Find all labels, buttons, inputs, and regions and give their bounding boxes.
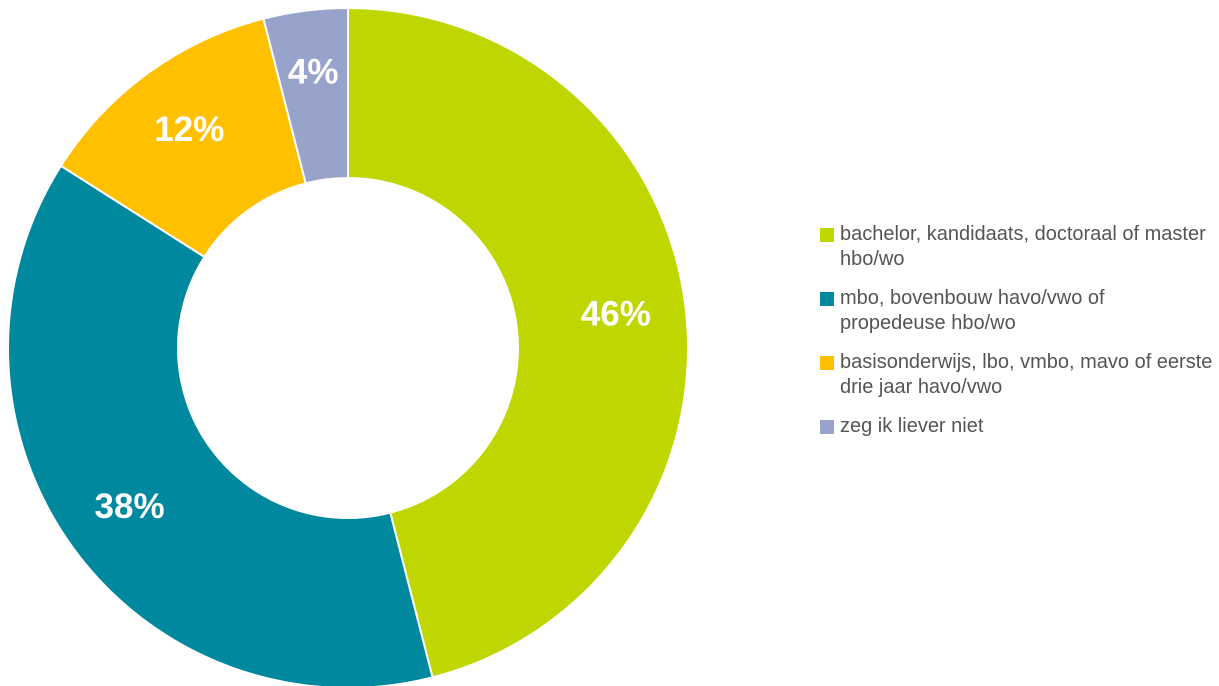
legend-swatch-no-answer bbox=[820, 420, 834, 434]
legend-swatch-bachelor bbox=[820, 228, 834, 242]
legend-item-no-answer: zeg ik liever niet bbox=[820, 414, 1215, 439]
legend-item-basisonderwijs: basisonderwijs, lbo, vmbo, mavo of eerst… bbox=[820, 350, 1215, 400]
legend-item-bachelor: bachelor, kandidaats, doctoraal of maste… bbox=[820, 222, 1215, 272]
donut-slices bbox=[7, 6, 689, 686]
legend-label-bachelor: bachelor, kandidaats, doctoraal of maste… bbox=[840, 223, 1206, 270]
legend-label-no-answer: zeg ik liever niet bbox=[840, 415, 984, 437]
slice-no-answer bbox=[262, 6, 349, 185]
legend-swatch-mbo bbox=[820, 292, 834, 306]
donut-chart: 46% 38% 12% 4% bbox=[7, 6, 689, 686]
legend-label-mbo: mbo, bovenbouw havo/vwo of propedeuse hb… bbox=[840, 287, 1105, 334]
slice-value-label-bachelor: 46% bbox=[581, 295, 651, 334]
legend-swatch-basisonderwijs bbox=[820, 356, 834, 370]
slice-value-label-mbo: 38% bbox=[95, 487, 165, 526]
legend-item-mbo: mbo, bovenbouw havo/vwo of propedeuse hb… bbox=[820, 286, 1215, 336]
slice-value-label-basisonderwijs: 12% bbox=[154, 110, 224, 149]
legend-label-basisonderwijs: basisonderwijs, lbo, vmbo, mavo of eerst… bbox=[840, 351, 1213, 398]
chart-legend: bachelor, kandidaats, doctoraal of maste… bbox=[820, 222, 1215, 453]
slice-value-label-no-answer: 4% bbox=[288, 53, 339, 92]
slice-bachelor bbox=[347, 6, 689, 679]
slice-basisonderwijs bbox=[59, 17, 307, 259]
slice-labels: 46% 38% 12% 4% bbox=[95, 53, 651, 527]
slice-mbo bbox=[7, 164, 434, 686]
